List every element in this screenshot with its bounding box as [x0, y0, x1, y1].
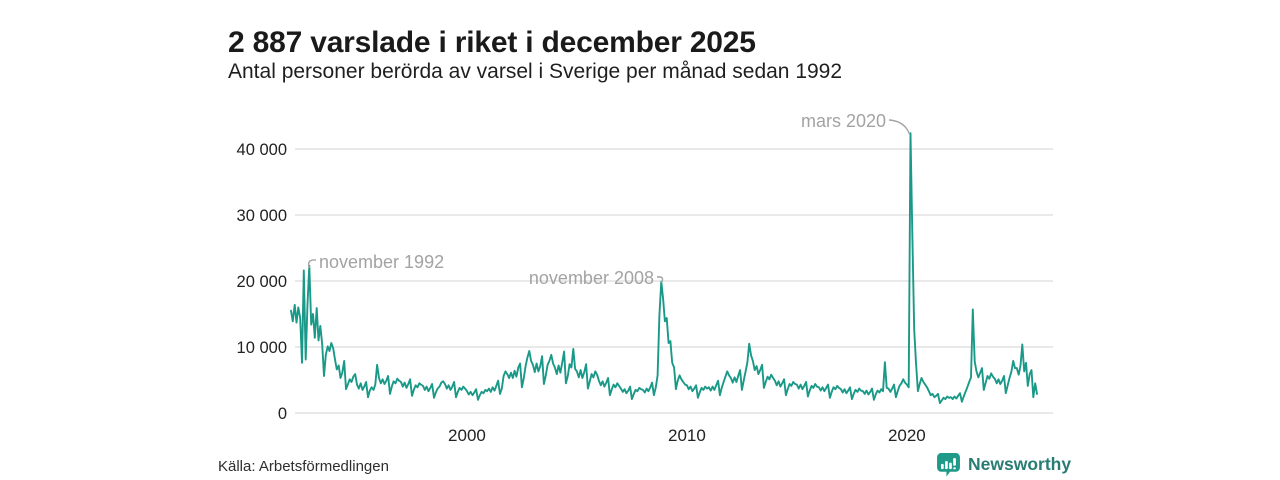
brand-logo: Newsworthy [936, 452, 1071, 477]
y-tick-label: 10 000 [237, 339, 287, 357]
y-tick-label: 20 000 [237, 273, 287, 291]
brand-name: Newsworthy [968, 454, 1072, 474]
y-tick-label: 30 000 [237, 207, 287, 225]
y-axis-labels: 0 10 000 20 000 30 000 40 000 [237, 141, 287, 423]
annotation-label: november 1992 [319, 252, 444, 272]
gridlines [295, 148, 1053, 414]
bar-chart-speech-bubble-icon [937, 453, 960, 477]
source-note: Källa: Arbetsförmedlingen [218, 458, 389, 475]
data-series [290, 132, 1038, 405]
varsel-line-series [290, 132, 1038, 405]
page-title: 2 887 varslade i riket i december 2025 [228, 26, 756, 60]
x-tick-label: 2020 [888, 426, 926, 445]
y-tick-label: 0 [278, 405, 287, 423]
x-axis-labels: 2000 2010 2020 [448, 426, 926, 445]
annotation-label: november 2008 [529, 268, 654, 288]
annotation-connector [888, 119, 911, 135]
annotations: november 1992 november 2008 mars 2020 [307, 111, 911, 288]
y-tick-label: 40 000 [237, 141, 287, 159]
annotation-label: mars 2020 [801, 111, 886, 131]
chart-subtitle: Antal personer berörda av varsel i Sveri… [228, 60, 843, 83]
x-tick-label: 2000 [448, 426, 486, 445]
annotation-connector [307, 259, 317, 269]
annotation-connector [656, 276, 664, 284]
x-tick-label: 2010 [668, 426, 706, 445]
